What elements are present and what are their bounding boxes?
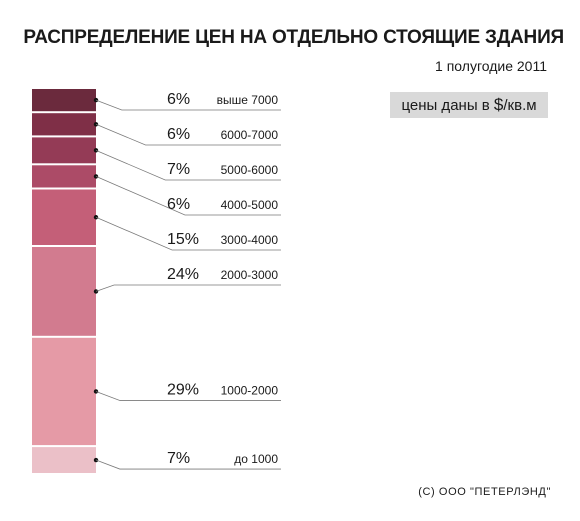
category-label: 5000-6000 — [221, 163, 279, 177]
bar-segment — [32, 137, 96, 164]
unit-text-before: цены даны в — [401, 97, 494, 114]
leader-line — [95, 216, 281, 251]
category-label: 6000-7000 — [221, 128, 279, 142]
leader-line — [95, 123, 281, 146]
category-label: выше 7000 — [217, 93, 279, 107]
category-label: 3000-4000 — [221, 233, 279, 247]
category-label: 1000-2000 — [221, 383, 279, 397]
leader-line — [95, 284, 281, 292]
leader-line — [95, 176, 281, 216]
bar-segment — [32, 447, 96, 473]
bar-segment — [32, 89, 96, 112]
bar-segment — [32, 189, 96, 245]
copyright-footer: (С) ООО "ПЕТЕРЛЭНД" — [418, 486, 551, 498]
category-label: до 1000 — [234, 452, 278, 466]
percent-label: 6% — [167, 196, 190, 213]
leader-line — [95, 99, 281, 111]
unit-text-after: /кв.м — [503, 97, 537, 114]
bar-segment — [32, 113, 96, 136]
leader-line — [95, 391, 281, 401]
chart-subtitle: 1 полугодие 2011 — [435, 58, 547, 74]
leader-line — [95, 459, 281, 470]
bar-segment — [32, 165, 96, 188]
percent-label: 6% — [167, 91, 190, 108]
unit-badge: цены даны в $/кв.м — [390, 92, 548, 118]
bar-segment — [32, 247, 96, 336]
chart-title: РАСПРЕДЕЛЕНИЕ ЦЕН НА ОТДЕЛЬНО СТОЯЩИЕ ЗД… — [23, 27, 564, 48]
percent-label: 29% — [167, 381, 199, 398]
currency-symbol: $ — [493, 95, 504, 114]
category-label: 2000-3000 — [221, 268, 279, 282]
percent-label: 7% — [167, 450, 190, 467]
leader-line — [95, 149, 281, 181]
bar-segment — [32, 337, 96, 446]
percent-label: 7% — [167, 161, 190, 178]
percent-label: 24% — [167, 266, 199, 283]
percent-label: 6% — [167, 126, 190, 143]
category-label: 4000-5000 — [221, 198, 279, 212]
percent-label: 15% — [167, 231, 199, 248]
